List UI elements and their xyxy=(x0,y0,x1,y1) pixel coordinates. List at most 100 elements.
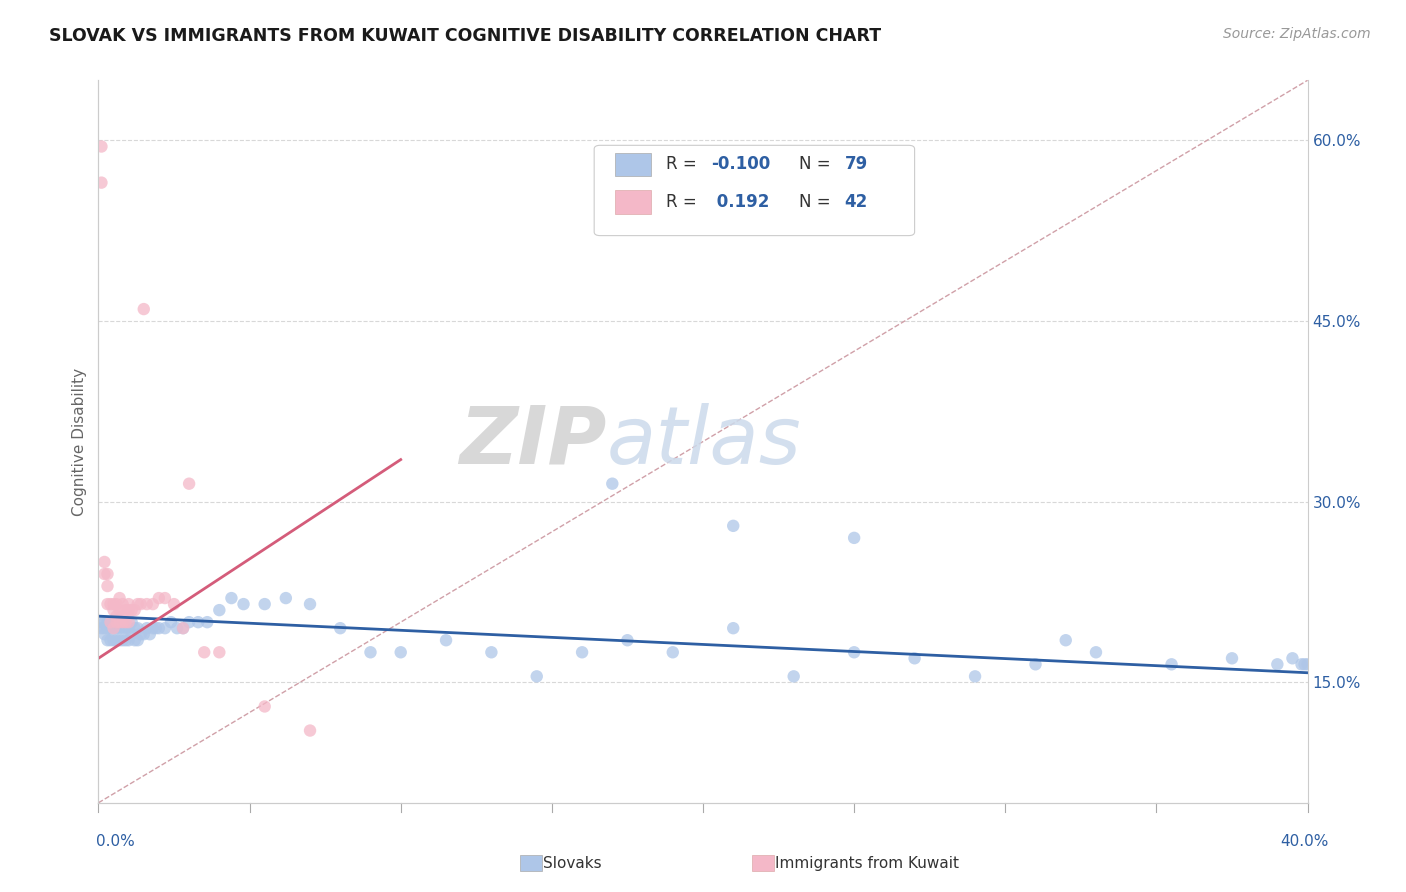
Point xyxy=(121,603,143,617)
Point xyxy=(93,567,115,582)
Point xyxy=(105,621,128,635)
Point xyxy=(142,621,165,635)
Point xyxy=(111,597,134,611)
Point xyxy=(111,621,134,635)
Point xyxy=(965,669,987,683)
Point xyxy=(1160,657,1182,672)
Point xyxy=(232,597,254,611)
Point xyxy=(526,669,548,683)
Point xyxy=(139,627,162,641)
Point xyxy=(163,597,186,611)
Point xyxy=(100,597,122,611)
Point xyxy=(121,615,143,630)
Point xyxy=(118,597,141,611)
Point xyxy=(127,597,149,611)
Point xyxy=(108,633,131,648)
Point xyxy=(111,609,134,624)
Point xyxy=(121,627,143,641)
FancyBboxPatch shape xyxy=(614,153,651,177)
Point xyxy=(616,633,638,648)
Point xyxy=(108,615,131,630)
Point xyxy=(129,597,152,611)
Point xyxy=(160,615,183,630)
Point xyxy=(103,603,125,617)
Text: Slovaks: Slovaks xyxy=(543,856,602,871)
Text: R =: R = xyxy=(665,155,702,173)
Point xyxy=(132,301,155,316)
Point xyxy=(105,633,128,648)
Point xyxy=(100,621,122,635)
Point xyxy=(253,699,276,714)
Point xyxy=(100,633,122,648)
Text: 42: 42 xyxy=(845,193,868,211)
Text: R =: R = xyxy=(665,193,702,211)
Point xyxy=(103,597,125,611)
Point xyxy=(103,621,125,635)
Point xyxy=(299,597,322,611)
Text: 0.0%: 0.0% xyxy=(96,834,135,849)
Point xyxy=(108,591,131,606)
Point xyxy=(114,621,136,635)
Point xyxy=(661,645,683,659)
Point xyxy=(179,615,201,630)
Point xyxy=(100,615,122,630)
Point xyxy=(571,645,593,659)
Point xyxy=(844,531,866,545)
Point xyxy=(100,615,122,630)
Point xyxy=(602,476,624,491)
Point xyxy=(90,621,112,635)
Point xyxy=(103,615,125,630)
Point xyxy=(329,621,352,635)
Point xyxy=(135,621,157,635)
Point xyxy=(723,518,745,533)
Text: N =: N = xyxy=(799,155,835,173)
Text: 40.0%: 40.0% xyxy=(1281,834,1329,849)
Point xyxy=(127,633,149,648)
Point xyxy=(195,615,218,630)
Point xyxy=(118,621,141,635)
Point xyxy=(96,621,118,635)
Point xyxy=(166,621,188,635)
Point xyxy=(129,627,152,641)
Point xyxy=(360,645,382,659)
Point xyxy=(1296,657,1319,672)
Text: N =: N = xyxy=(799,193,835,211)
Point xyxy=(105,615,128,630)
Point xyxy=(90,139,112,153)
Point xyxy=(148,621,170,635)
Point xyxy=(179,476,201,491)
Y-axis label: Cognitive Disability: Cognitive Disability xyxy=(72,368,87,516)
Point xyxy=(114,603,136,617)
Point xyxy=(96,633,118,648)
Text: -0.100: -0.100 xyxy=(711,155,770,173)
FancyBboxPatch shape xyxy=(614,190,651,214)
Point xyxy=(93,621,115,635)
Point xyxy=(108,603,131,617)
Text: ZIP: ZIP xyxy=(458,402,606,481)
Point xyxy=(1267,657,1289,672)
Point xyxy=(1294,657,1316,672)
Point xyxy=(253,597,276,611)
Point xyxy=(1085,645,1108,659)
Point xyxy=(1054,633,1077,648)
Point xyxy=(1281,651,1303,665)
Point xyxy=(723,621,745,635)
Point xyxy=(90,176,112,190)
Point xyxy=(111,615,134,630)
Point xyxy=(118,615,141,630)
Point xyxy=(124,603,146,617)
Point xyxy=(118,603,141,617)
Point xyxy=(124,633,146,648)
Point xyxy=(193,645,215,659)
Text: Immigrants from Kuwait: Immigrants from Kuwait xyxy=(776,856,959,871)
Point xyxy=(389,645,412,659)
Point xyxy=(148,591,170,606)
Point xyxy=(904,651,927,665)
Point xyxy=(93,627,115,641)
Point xyxy=(274,591,297,606)
Point xyxy=(132,627,155,641)
FancyBboxPatch shape xyxy=(595,145,915,235)
Point xyxy=(208,603,231,617)
Point xyxy=(96,615,118,630)
Text: SLOVAK VS IMMIGRANTS FROM KUWAIT COGNITIVE DISABILITY CORRELATION CHART: SLOVAK VS IMMIGRANTS FROM KUWAIT COGNITI… xyxy=(49,27,882,45)
